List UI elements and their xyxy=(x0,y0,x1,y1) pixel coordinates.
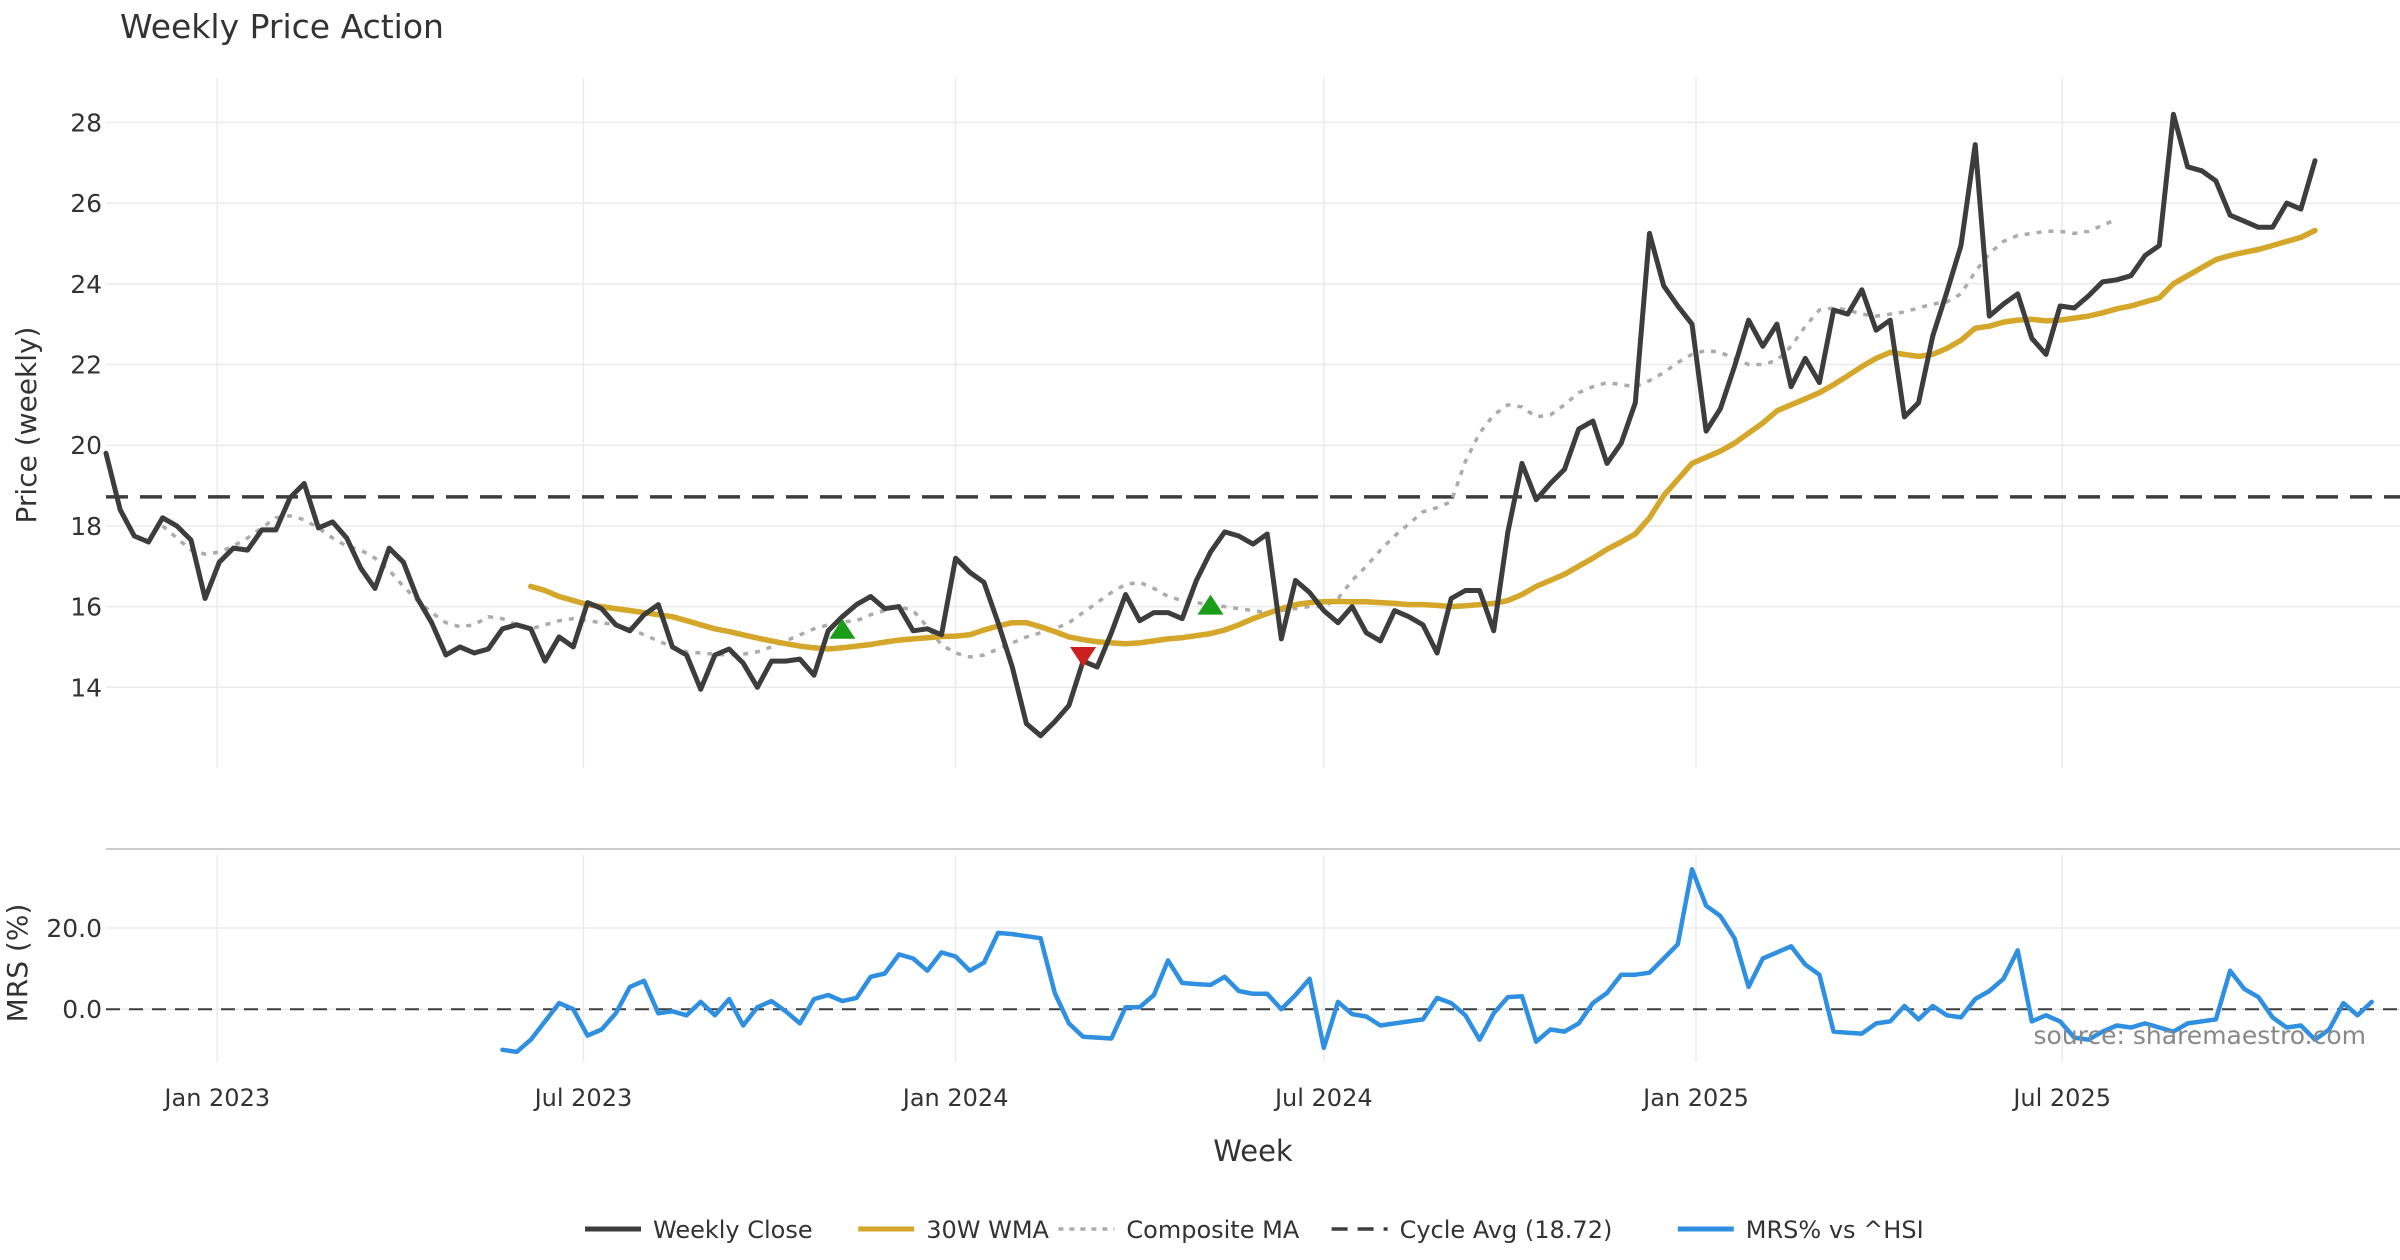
x-tick-label: Jul 2023 xyxy=(533,1084,633,1112)
chart-title: Weekly Price Action xyxy=(120,7,444,46)
price-y-tick-label: 24 xyxy=(70,270,102,299)
source-note: source: sharemaestro.com xyxy=(2034,1021,2367,1050)
sell-signal-marker xyxy=(1070,647,1097,668)
composite-ma-line xyxy=(161,217,2118,659)
price-y-ticks: 14 16 18 20 22 24 26 28 xyxy=(70,108,102,702)
price-y-tick-label: 14 xyxy=(70,673,102,702)
mrs-y-tick-label: 0.0 xyxy=(62,995,102,1024)
x-tick-label: Jan 2024 xyxy=(901,1084,1009,1112)
vertical-gridlines xyxy=(216,78,2063,1062)
mrs-y-tick-label: 20.0 xyxy=(46,914,102,943)
x-tick-label: Jan 2023 xyxy=(162,1084,270,1112)
x-axis-label: Week xyxy=(1213,1134,1293,1168)
price-y-tick-label: 18 xyxy=(70,512,102,541)
x-tick-label: Jul 2024 xyxy=(1273,1084,1373,1112)
legend-label: 30W WMA xyxy=(926,1216,1049,1244)
wma-30w-line xyxy=(528,227,2318,652)
buy-signal-marker xyxy=(1197,594,1224,615)
price-y-label: Price (weekly) xyxy=(10,327,43,524)
mrs-y-ticks: 0.0 20.0 xyxy=(46,914,102,1024)
price-y-tick-label: 22 xyxy=(70,350,102,379)
legend-label: MRS% vs ^HSI xyxy=(1746,1216,1924,1244)
price-gridlines xyxy=(106,121,2400,689)
mrs-line xyxy=(500,866,2374,1055)
mrs-gridlines xyxy=(106,927,2400,1010)
legend-label: Cycle Avg (18.72) xyxy=(1400,1216,1613,1244)
price-y-tick-label: 20 xyxy=(70,431,102,460)
price-y-tick-label: 16 xyxy=(70,593,102,622)
legend-label: Composite MA xyxy=(1126,1216,1299,1244)
price-y-tick-label: 28 xyxy=(70,108,102,137)
x-ticks: Jan 2023 Jul 2023 Jan 2024 Jul 2024 Jan 2025… xyxy=(162,1084,2111,1112)
signal-markers xyxy=(829,594,1224,668)
weekly-close-line xyxy=(103,111,2318,739)
x-tick-label: Jan 2025 xyxy=(1641,1084,1749,1112)
legend-label: Weekly Close xyxy=(653,1216,813,1244)
legend: Weekly Close 30W WMA Composite MA Cycle Avg… xyxy=(585,1216,1924,1244)
mrs-y-label: MRS (%) xyxy=(1,904,34,1023)
x-tick-label: Jul 2025 xyxy=(2011,1084,2111,1112)
price-y-tick-label: 26 xyxy=(70,189,102,218)
buy-signal-marker xyxy=(829,618,856,639)
